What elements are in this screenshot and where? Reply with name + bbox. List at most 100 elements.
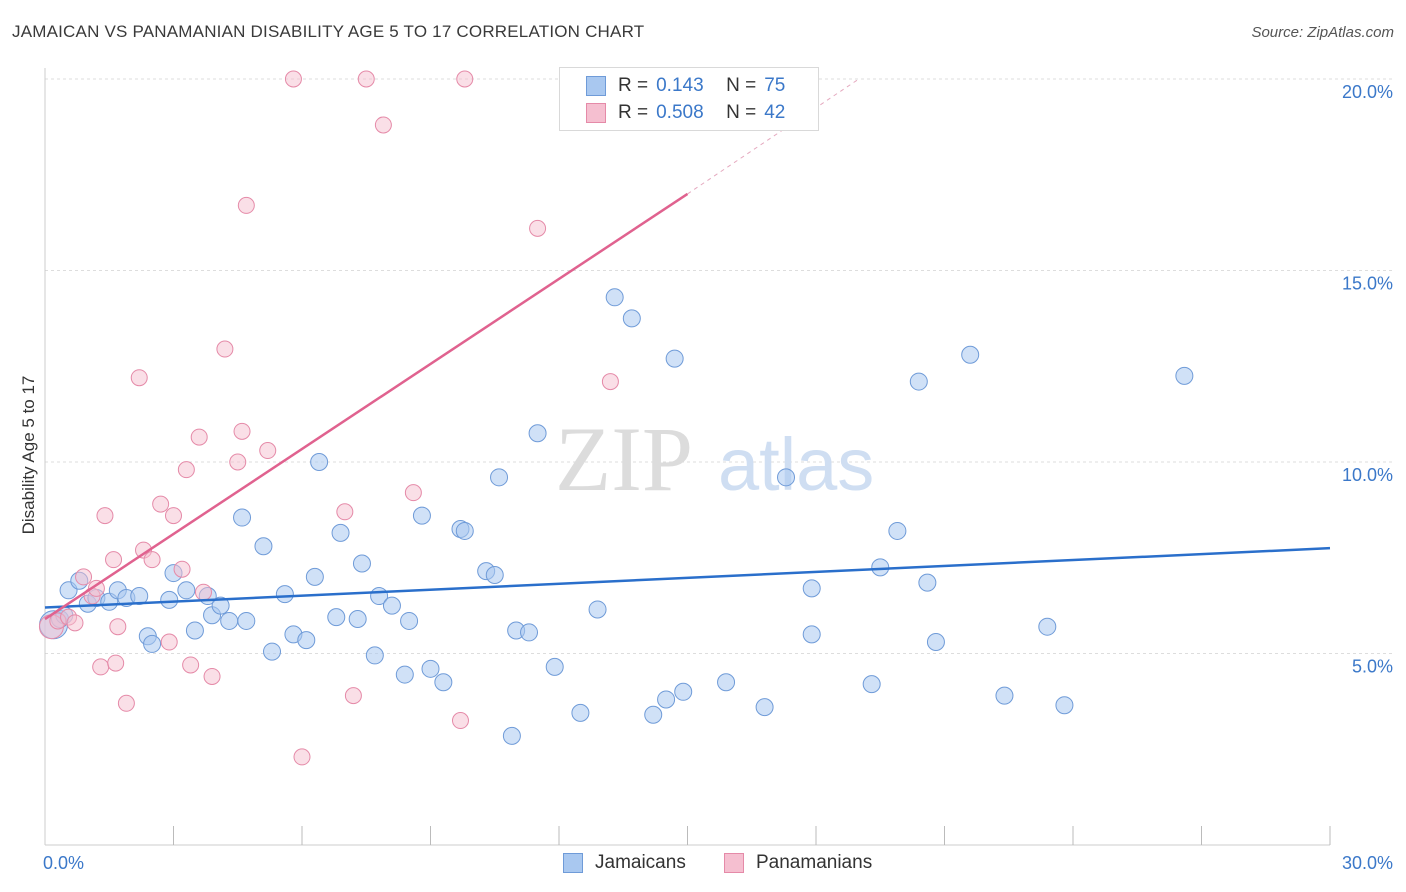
panamanians-point	[190, 428, 208, 446]
correlation-legend: R = 0.143 N = 75 R = 0.508 N = 42	[559, 67, 819, 131]
jamaicans-point	[1055, 696, 1074, 715]
jamaicans-point	[674, 682, 693, 701]
x-tick-label-min: 0.0%	[43, 853, 84, 873]
r-value: 0.508	[656, 102, 704, 123]
panamanians-point	[96, 507, 114, 525]
jamaicans-point	[211, 596, 230, 615]
y-tick-label: 10.0%	[1342, 465, 1393, 485]
jamaicans-point	[871, 558, 890, 577]
jamaicans-point	[588, 600, 607, 619]
jamaicans-point	[434, 673, 453, 692]
jamaicans-point	[185, 621, 204, 640]
r-label: R =	[618, 75, 649, 96]
legend-item-panamanians[interactable]: Panamanians	[724, 852, 872, 874]
panamanians-point	[177, 461, 195, 479]
jamaicans-point	[802, 625, 821, 644]
jamaicans-point	[177, 581, 196, 600]
jamaicans-point	[520, 623, 539, 642]
legend-label-panamanians: Panamanians	[756, 852, 873, 873]
panamanians-point	[75, 568, 93, 586]
jamaicans-point	[143, 634, 162, 653]
jamaicans-point	[412, 506, 431, 525]
jamaicans-point	[528, 424, 547, 443]
panamanians-points	[38, 70, 619, 766]
jamaicans-point	[571, 703, 590, 722]
panamanians-point	[160, 633, 178, 651]
panamanians-point	[336, 503, 354, 521]
chart-title: JAMAICAN VS PANAMANIAN DISABILITY AGE 5 …	[12, 22, 645, 41]
jamaicans-swatch	[586, 76, 606, 96]
panamanians-point	[284, 70, 302, 88]
grid-lines	[45, 78, 1395, 654]
jamaicans-point	[455, 521, 474, 540]
jamaicans-point	[802, 579, 821, 598]
panamanians-point	[237, 196, 255, 214]
legend-item-jamaicans[interactable]: Jamaicans	[563, 852, 686, 874]
jamaicans-point	[233, 508, 252, 527]
n-label: N =	[726, 75, 757, 96]
jamaicans-point	[995, 686, 1014, 705]
jamaicans-point	[605, 288, 624, 307]
panamanians-point	[233, 422, 251, 440]
jamaicans-point	[395, 665, 414, 684]
jamaicans-point	[382, 596, 401, 615]
jamaicans-trend-line	[44, 546, 1331, 609]
legend-row-jamaicans: R = 0.143 N = 75	[586, 74, 785, 98]
jamaicans-point	[254, 537, 273, 556]
jamaicans-point	[657, 690, 676, 709]
n-value: 42	[764, 102, 786, 123]
panamanians-point	[293, 748, 311, 766]
trend-lines	[44, 78, 1331, 621]
panamanians-point	[229, 453, 247, 471]
panamanians-point	[374, 116, 392, 134]
panamanians-trend-line	[44, 192, 689, 621]
jamaicans-point	[310, 453, 329, 471]
y-tick-label: 20.0%	[1342, 82, 1393, 102]
jamaicans-point	[263, 642, 282, 661]
panamanians-point	[173, 560, 191, 578]
y-axis-label: Disability Age 5 to 17	[19, 376, 38, 535]
jamaicans-point	[918, 573, 937, 592]
jamaicans-point	[909, 372, 928, 391]
jamaicans-point	[926, 633, 945, 652]
jamaicans-point	[305, 567, 324, 586]
panamanians-point	[216, 340, 234, 358]
x-tick-label-max: 30.0%	[1342, 853, 1393, 873]
panamanians-point	[130, 369, 148, 387]
series-legend: Jamaicans Panamanians	[0, 852, 1406, 876]
panamanians-point	[344, 687, 362, 705]
r-value: 0.143	[656, 75, 704, 96]
jamaicans-point	[545, 657, 564, 676]
jamaicans-point	[888, 521, 907, 540]
watermark-atlas: atlas	[718, 423, 874, 506]
panamanians-point	[152, 495, 170, 513]
panamanians-point	[456, 70, 474, 88]
jamaicans-points	[39, 288, 1194, 745]
jamaicans-point	[622, 309, 641, 328]
y-tick-label: 15.0%	[1342, 274, 1393, 294]
r-label: R =	[618, 102, 649, 123]
jamaicans-point	[365, 646, 384, 665]
panamanians-swatch	[586, 103, 606, 123]
y-tick-label: 5.0%	[1352, 657, 1393, 677]
jamaicans-point	[862, 675, 881, 694]
jamaicans-point	[421, 659, 440, 678]
jamaicans-point	[130, 587, 149, 606]
panamanians-point	[109, 618, 127, 636]
panamanians-point	[66, 614, 84, 632]
jamaicans-swatch	[563, 853, 583, 873]
panamanians-swatch	[724, 853, 744, 873]
jamaicans-point	[1038, 617, 1057, 636]
jamaicans-point	[237, 611, 256, 630]
panamanians-point	[259, 442, 277, 460]
jamaicans-point	[665, 349, 684, 368]
legend-label-jamaicans: Jamaicans	[595, 852, 686, 873]
jamaicans-point	[348, 610, 367, 629]
n-label: N =	[726, 102, 757, 123]
watermark-zip: ZIP	[555, 408, 693, 510]
panamanians-trend-extension	[687, 78, 860, 195]
jamaicans-point	[220, 611, 239, 630]
jamaicans-point	[777, 468, 796, 487]
jamaicans-point	[644, 705, 663, 724]
jamaicans-point	[275, 585, 294, 604]
